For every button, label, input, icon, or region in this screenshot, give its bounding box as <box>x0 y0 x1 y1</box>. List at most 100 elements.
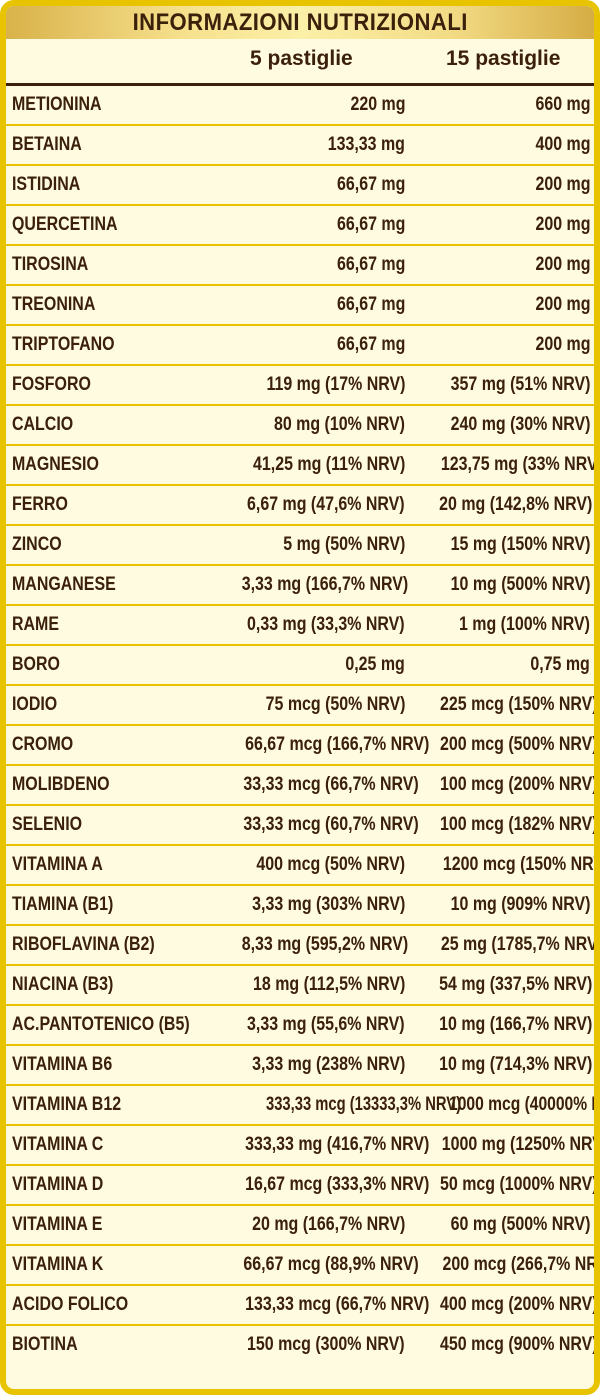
value-5-tablets-text: 6,67 mg (47,6% NRV) <box>247 494 405 515</box>
value-5-tablets-text: 75 mcg (50% NRV) <box>265 694 405 715</box>
value-5-tablets-text: 119 mg (17% NRV) <box>266 374 405 395</box>
nutrient-name-text: TREONINA <box>12 294 96 315</box>
value-5-tablets: 16,67 mcg (333,3% NRV) <box>210 1166 429 1204</box>
value-15-tablets-text: 1000 mcg (40000% NRV) <box>449 1094 594 1115</box>
nutrient-name: VITAMINA D <box>12 1166 212 1204</box>
table-row: RAME 0,33 mg (33,3% NRV) 1 mg (100% NRV) <box>6 606 594 646</box>
column-header-15: 15 pastiglie <box>446 47 561 70</box>
value-5-tablets-text: 33,33 mcg (60,7% NRV) <box>243 814 419 835</box>
value-5-tablets-text: 3,33 mg (238% NRV) <box>251 1054 405 1075</box>
value-15-tablets: 1000 mg (1250% NRV) <box>410 1126 594 1164</box>
title-text: INFORMAZIONI NUTRIZIONALI <box>132 9 468 36</box>
value-15-tablets-text: 200 mg <box>534 254 590 275</box>
value-15-tablets: 660 mg <box>410 86 594 124</box>
nutrient-name-text: TIAMINA (B1) <box>12 894 114 915</box>
value-15-tablets: 15 mg (150% NRV) <box>410 526 590 564</box>
nutrient-name: VITAMINA B12 <box>12 1086 212 1124</box>
value-15-tablets: 450 mcg (900% NRV) <box>410 1326 594 1364</box>
value-5-tablets: 150 mcg (300% NRV) <box>210 1326 405 1364</box>
value-15-tablets: 200 mg <box>410 166 594 204</box>
value-15-tablets-text: 10 mg (500% NRV) <box>450 574 590 595</box>
nutrient-name: MOLIBDENO <box>12 766 212 804</box>
value-5-tablets: 133,33 mcg (66,7% NRV) <box>210 1286 429 1324</box>
nutrient-name: ISTIDINA <box>12 166 212 204</box>
nutrient-name-text: BIOTINA <box>12 1334 78 1355</box>
table-row: TIROSINA 66,67 mg 200 mg <box>6 246 594 286</box>
table-row: BIOTINA 150 mcg (300% NRV) 450 mcg (900% N… <box>6 1326 594 1364</box>
value-15-tablets-text: 1 mg (100% NRV) <box>459 614 590 635</box>
value-5-tablets-text: 133,33 mg <box>327 134 405 155</box>
value-15-tablets-text: 100 mcg (200% NRV) <box>440 774 598 795</box>
value-15-tablets-text: 225 mcg (150% NRV) <box>440 694 598 715</box>
nutrient-name-text: TRIPTOFANO <box>12 334 115 355</box>
value-15-tablets: 25 mg (1785,7% NRV) <box>410 926 594 964</box>
nutrient-name-text: VITAMINA C <box>12 1134 104 1155</box>
nutrient-name: FERRO <box>12 486 212 524</box>
value-15-tablets: 200 mg <box>410 326 594 364</box>
table-row: METIONINA 220 mg 660 mg <box>6 86 594 126</box>
nutrient-name-text: VITAMINA B12 <box>12 1094 122 1115</box>
value-15-tablets-text: 200 mg <box>534 294 590 315</box>
value-5-tablets: 3,33 mg (238% NRV) <box>210 1046 405 1084</box>
table-row: VITAMINA A 400 mcg (50% NRV) 1200 mcg (150… <box>6 846 594 886</box>
value-5-tablets: 6,67 mg (47,6% NRV) <box>210 486 405 524</box>
nutrient-name: CROMO <box>12 726 212 764</box>
value-5-tablets: 8,33 mg (595,2% NRV) <box>210 926 409 964</box>
value-5-tablets-text: 3,33 mg (55,6% NRV) <box>247 1014 405 1035</box>
value-15-tablets-text: 100 mcg (182% NRV) <box>440 814 598 835</box>
nutrient-name: ACIDO FOLICO <box>12 1286 212 1324</box>
nutrient-name-text: IODIO <box>12 694 58 715</box>
value-5-tablets: 66,67 mg <box>210 166 449 204</box>
value-5-tablets-text: 5 mg (50% NRV) <box>282 534 405 555</box>
value-15-tablets: 400 mg <box>410 126 594 164</box>
table-row: ZINCO 5 mg (50% NRV) 15 mg (150% NRV) <box>6 526 594 566</box>
value-15-tablets: 10 mg (500% NRV) <box>410 566 590 604</box>
value-15-tablets: 200 mg <box>410 246 594 284</box>
value-15-tablets: 123,75 mg (33% NRV) <box>410 446 594 484</box>
value-5-tablets: 66,67 mg <box>210 206 449 244</box>
value-5-tablets-text: 66,67 mg <box>336 254 405 275</box>
value-15-tablets-text: 660 mg <box>534 94 590 115</box>
nutrient-name-text: RAME <box>12 614 60 635</box>
value-5-tablets: 133,33 mg <box>210 126 449 164</box>
value-5-tablets: 80 mg (10% NRV) <box>210 406 405 444</box>
value-5-tablets: 33,33 mcg (60,7% NRV) <box>210 806 418 844</box>
table-row: VITAMINA E 20 mg (166,7% NRV) 60 mg (500% … <box>6 1206 594 1246</box>
value-15-tablets: 200 mcg (500% NRV) <box>410 726 594 764</box>
value-5-tablets-text: 8,33 mg (595,2% NRV) <box>241 934 409 955</box>
value-15-tablets-text: 400 mg <box>534 134 590 155</box>
value-5-tablets-text: 16,67 mcg (333,3% NRV) <box>245 1174 430 1195</box>
nutrient-name-text: AC.PANTOTENICO (B5) <box>12 1014 190 1035</box>
value-15-tablets-text: 60 mg (500% NRV) <box>450 1214 590 1235</box>
value-15-tablets-text: 200 mcg (266,7% NRV) <box>442 1254 600 1275</box>
value-15-tablets: 50 mcg (1000% NRV) <box>410 1166 594 1204</box>
value-5-tablets: 220 mg <box>210 86 449 124</box>
table-title: INFORMAZIONI NUTRIZIONALI <box>6 6 594 39</box>
value-5-tablets: 3,33 mg (55,6% NRV) <box>210 1006 405 1044</box>
value-15-tablets: 10 mg (714,3% NRV) <box>410 1046 592 1084</box>
value-5-tablets: 66,67 mg <box>210 286 449 324</box>
nutrient-name: TIAMINA (B1) <box>12 886 212 924</box>
nutrient-name: VITAMINA K <box>12 1246 212 1284</box>
value-15-tablets: 0,75 mg <box>410 646 594 684</box>
nutrient-name-text: ACIDO FOLICO <box>12 1294 129 1315</box>
value-5-tablets: 119 mg (17% NRV) <box>210 366 405 404</box>
table-row: VITAMINA B6 3,33 mg (238% NRV) 10 mg (714,… <box>6 1046 594 1086</box>
value-15-tablets: 100 mcg (200% NRV) <box>410 766 594 804</box>
value-15-tablets: 10 mg (166,7% NRV) <box>410 1006 592 1044</box>
nutrient-name: CALCIO <box>12 406 212 444</box>
value-5-tablets-text: 400 mcg (50% NRV) <box>256 854 405 875</box>
value-5-tablets-text: 0,33 mg (33,3% NRV) <box>247 614 405 635</box>
value-15-tablets-text: 357 mg (51% NRV) <box>450 374 590 395</box>
value-5-tablets: 66,67 mg <box>210 326 449 364</box>
value-15-tablets: 100 mcg (182% NRV) <box>410 806 594 844</box>
value-15-tablets-text: 10 mg (909% NRV) <box>450 894 590 915</box>
table-row: MOLIBDENO 33,33 mcg (66,7% NRV) 100 mcg (2… <box>6 766 594 806</box>
value-5-tablets-text: 0,25 mg <box>345 654 405 675</box>
value-15-tablets-text: 25 mg (1785,7% NRV) <box>440 934 600 955</box>
value-15-tablets-text: 1200 mcg (150% NRV)* <box>442 854 600 875</box>
value-15-tablets: 357 mg (51% NRV) <box>410 366 590 404</box>
nutrient-name-text: SELENIO <box>12 814 83 835</box>
nutrient-name-text: BETAINA <box>12 134 82 155</box>
